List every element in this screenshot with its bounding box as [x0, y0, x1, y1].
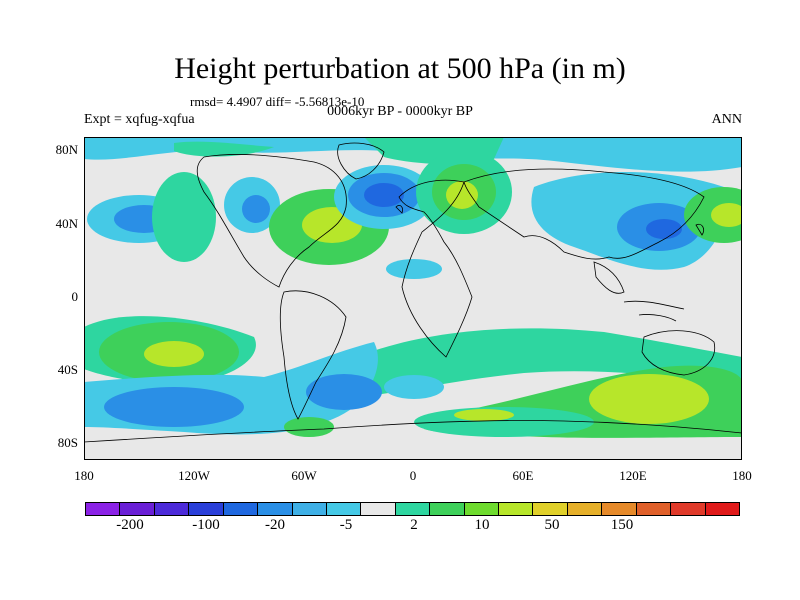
nw-america-blue-inner — [242, 195, 270, 223]
npac-east-light — [711, 203, 742, 227]
colorbar-swatch — [86, 503, 121, 515]
colorbar-label: -200 — [116, 517, 144, 533]
colorbar-swatch — [671, 503, 706, 515]
eurasia-green-inner — [446, 181, 478, 209]
colorbar-swatch — [533, 503, 568, 515]
colorbar-swatch — [361, 503, 396, 515]
colorbar-swatch — [154, 503, 190, 515]
antarctica-blue — [284, 417, 334, 437]
na-green-outer — [152, 172, 216, 262]
lon-label-180-east: 180 — [732, 468, 752, 483]
colorbar-label: -5 — [339, 517, 353, 533]
lon-label-0: 0 — [409, 468, 417, 483]
colorbar-swatch — [326, 503, 362, 515]
colorbar-swatch — [499, 503, 534, 515]
lon-label-60w: 60W — [291, 468, 317, 483]
lat-label-80s: 80S — [57, 435, 78, 450]
plot-title: Height perturbation at 500 hPa (in m) — [174, 52, 626, 85]
south-atlantic-blue — [306, 374, 382, 410]
south-pacific-light — [144, 341, 204, 367]
colorbar-swatch — [120, 503, 155, 515]
season-label: ANN — [711, 112, 742, 127]
lon-label-180-west: 180 — [74, 468, 94, 483]
colorbar-swatch — [636, 503, 672, 515]
colorbar-swatch — [430, 503, 465, 515]
coastlines — [84, 142, 742, 443]
colorbar-label: 50 — [544, 517, 560, 533]
colorbar-swatch — [464, 503, 500, 515]
colorbar-swatch — [223, 503, 259, 515]
lat-label-80n: 80N — [55, 142, 78, 157]
colorbar — [85, 502, 740, 516]
stats-text: rmsd= 4.4907 diff= -5.56813e-10 — [190, 94, 365, 109]
map-frame — [84, 137, 742, 460]
s-atlantic-blue-2 — [384, 375, 444, 399]
arctic-teal-2 — [174, 141, 274, 157]
colorbar-label: 150 — [610, 517, 634, 533]
colorbar-label: 10 — [474, 517, 490, 533]
experiment-label: Expt = xqfug-xqfua — [84, 112, 195, 127]
colorbar-swatch — [602, 503, 637, 515]
colorbar-label: -100 — [192, 517, 220, 533]
mid-atlantic-blue — [386, 259, 442, 279]
lat-label-0: 0 — [71, 289, 79, 304]
lon-label-60e: 60E — [512, 468, 534, 483]
lat-label-40n: 40N — [55, 216, 78, 231]
colorbar-swatch — [567, 503, 603, 515]
lon-label-120w: 120W — [178, 468, 210, 483]
world-map — [84, 137, 742, 460]
lat-label-40s: 40S — [57, 362, 78, 377]
lon-label-120e: 120E — [619, 468, 647, 483]
natl-blue-inner — [364, 183, 404, 207]
plot-subtitle: 0006kyr BP - 0000kyr BP — [327, 104, 473, 119]
antarctica-light — [454, 409, 514, 421]
colorbar-swatch — [258, 503, 293, 515]
colorbar-swatch — [292, 503, 327, 515]
colorbar-swatch — [189, 503, 224, 515]
colorbar-swatch — [705, 503, 740, 515]
colorbar-label: -20 — [265, 517, 285, 533]
south-pacific-blue — [104, 387, 244, 427]
colorbar-label: 2 — [410, 517, 418, 533]
asia-blue-inner — [646, 219, 682, 239]
colorbar-swatch — [395, 503, 431, 515]
southern-ocean-light — [589, 374, 709, 424]
